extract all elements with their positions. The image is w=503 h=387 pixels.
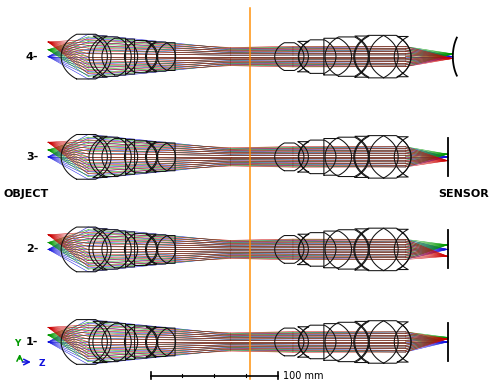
Text: 2-: 2- (26, 245, 38, 254)
Text: Y: Y (14, 339, 20, 348)
Text: 100 mm: 100 mm (283, 370, 323, 380)
Text: 4-: 4- (26, 51, 38, 62)
Text: OBJECT: OBJECT (3, 188, 48, 199)
Text: SENSOR: SENSOR (438, 188, 488, 199)
Text: 3-: 3- (26, 152, 38, 162)
Text: 1-: 1- (26, 337, 38, 347)
Text: Z: Z (39, 360, 45, 368)
